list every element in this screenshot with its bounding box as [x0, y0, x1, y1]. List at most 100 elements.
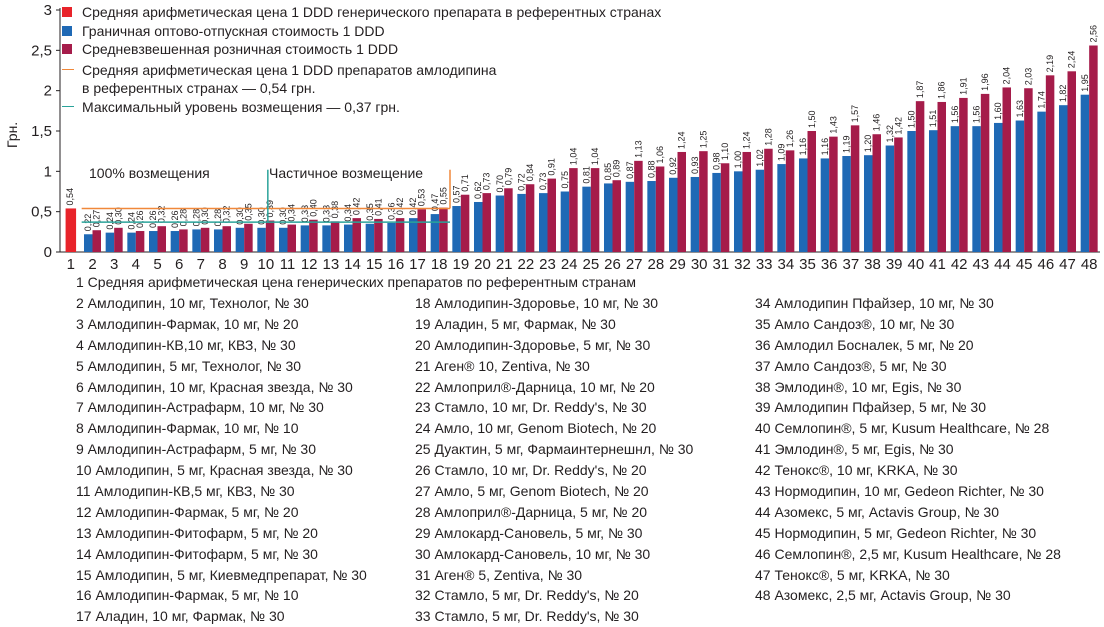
x-tick-label: 38 [864, 256, 881, 270]
bar-wholesale [604, 183, 613, 252]
bar-wholesale [300, 225, 310, 252]
footer-col-2: 18 Амлодипин-Здоровье, 10 мг, № 30 19 Ала… [415, 293, 693, 627]
bar-value-label: 0,92 [668, 157, 678, 175]
bar-wholesale [972, 126, 981, 252]
x-tick-label: 47 [1059, 256, 1076, 270]
footer-item: 8 Амлодипин-Фармак, 10 мг, № 10 [76, 420, 299, 437]
bar-wholesale [235, 227, 245, 252]
bar-value-label: 0,30 [200, 207, 210, 225]
bar-wholesale [322, 225, 331, 252]
x-tick-label: 39 [886, 256, 903, 270]
bar-value-label: 1,04 [590, 148, 600, 166]
bar-value-label: 0,98 [712, 152, 722, 170]
bar-value-label: 1,91 [958, 77, 968, 95]
zone-label-full: 100% возмещения [89, 165, 210, 181]
x-tick-label: 14 [344, 256, 361, 270]
footer-item: 44 Азомекс, 5 мг, Actavis Group, № 30 [755, 503, 999, 520]
bar-value-label: 0,28 [178, 209, 188, 227]
bar-value-label: 0,32 [222, 206, 232, 224]
bar-wholesale [84, 234, 93, 252]
footer-title: 1 Средняя арифметическая цена генерическ… [76, 272, 636, 293]
bar-retail [937, 101, 946, 253]
bar-value-label: 0,30 [257, 207, 267, 225]
x-tick-label: 40 [907, 256, 924, 270]
bar-value-label: 1,32 [885, 125, 895, 143]
bar-value-label: 0,93 [690, 156, 700, 174]
bar-retail [374, 218, 383, 252]
footer-item: 13 Амлодипин-Фитофарм, 5 мг, № 20 [76, 524, 318, 541]
bar-retail [525, 184, 535, 252]
bar-retail [872, 134, 881, 252]
bar-value-label: 0,26 [170, 210, 180, 228]
bar-retail [547, 178, 556, 252]
bar-value-label: 0,57 [452, 185, 462, 203]
legend-line-teal [62, 106, 74, 107]
bar-wholesale [647, 181, 656, 252]
bar-retail [677, 151, 686, 252]
bar-retail [850, 125, 860, 252]
bar-wholesale [799, 158, 808, 252]
bar-value-label: 2,56 [1088, 25, 1098, 43]
bar-retail [417, 209, 426, 252]
x-tick-label: 18 [431, 256, 448, 270]
bar-retail [114, 227, 123, 252]
bar-retail [569, 168, 578, 252]
bar-value-label: 1,16 [798, 138, 808, 156]
x-tick-label: 48 [1081, 256, 1098, 270]
bar-value-label: 1,28 [763, 128, 773, 146]
footer-item: 14 Амлодипин-Фитофарм, 5 мг, № 30 [76, 545, 318, 562]
footer-item: 40 Семлопин®, 5 мг, Kusum Healthcare, № … [755, 420, 1050, 437]
footer-item: 42 Тенокс®, 10 мг, KRKA, № 30 [755, 462, 958, 479]
bar-wholesale [105, 232, 115, 252]
bar-wholesale [1080, 94, 1090, 252]
legend-label-wholesale: Граничная оптово-отпускная стоимость 1 D… [82, 23, 385, 39]
bar-value-label: 0,54 [65, 188, 75, 206]
footer-item: 33 Стамло, 5 мг, Dr. Reddy's, № 30 [415, 608, 639, 625]
bar-wholesale [214, 229, 223, 252]
bar-wholesale [885, 145, 895, 252]
bar-wholesale [387, 222, 396, 252]
bar-wholesale [474, 201, 483, 252]
x-tick-label: 17 [409, 256, 426, 270]
footer-item: 28 Амлоприл®-Дарница, 5 мг, № 20 [415, 503, 648, 520]
bar-value-label: 0,73 [538, 173, 548, 191]
footer-item: 11 Амлодипин-КВ,5 мг, КВЗ, № 30 [76, 483, 295, 500]
footer-item: 35 Амло Сандоз®, 10 мг, № 30 [755, 315, 955, 332]
x-tick-label: 8 [218, 256, 226, 270]
footer-item: 31 Аген® 5, Zentiva, № 30 [415, 566, 583, 583]
footer-item: 30 Амлокард-Сановель, 10 мг, № 30 [415, 545, 651, 562]
bar-wholesale [1015, 120, 1025, 252]
legend-label-avg-price-line-1: Средняя арифметическая цена 1 DDD препар… [82, 62, 497, 78]
bar-value-label: 0,73 [482, 173, 492, 191]
bar-value-label: 0,70 [495, 175, 505, 193]
footer-item: 9 Амлодипин-Астрафарм, 5 мг, № 30 [76, 441, 317, 458]
bar-value-label: 1,56 [972, 106, 982, 124]
footer-item: 17 Аладин, 10 мг, Фармак, № 30 [76, 608, 285, 625]
bar-value-label: 0,30 [278, 207, 288, 225]
bar-retail [1045, 75, 1055, 252]
bar-wholesale [755, 169, 765, 252]
bar-value-label: 0,33 [300, 205, 310, 223]
x-tick-label: 25 [582, 256, 599, 270]
bar-value-label: 0,42 [408, 198, 418, 216]
bar-wholesale [1059, 105, 1068, 252]
bar-retail [504, 188, 513, 252]
bar-value-label: 0,24 [127, 212, 137, 230]
x-tick-label: 16 [387, 256, 404, 270]
x-tick-label: 43 [972, 256, 989, 270]
y-tick-label: 0,5 [31, 204, 52, 221]
legend-swatch-crimson [62, 44, 72, 54]
bar-wholesale [257, 227, 266, 252]
legend-label-max-reimb-line: Максимальный уровень возмещения — 0,37 г… [82, 99, 400, 115]
x-tick-label: 34 [777, 256, 794, 270]
bar-value-label: 2,04 [1002, 67, 1012, 85]
bar-retail [807, 131, 816, 252]
bar-wholesale [149, 231, 158, 252]
x-tick-label: 42 [951, 256, 968, 270]
bar-value-label: 0,27 [92, 210, 102, 228]
y-tick-label: 2 [44, 83, 52, 100]
x-tick-label: 20 [474, 256, 491, 270]
bar-value-label: 0,71 [460, 174, 470, 192]
bar-value-label: 1,42 [893, 117, 903, 135]
x-tick-label: 24 [561, 256, 578, 270]
